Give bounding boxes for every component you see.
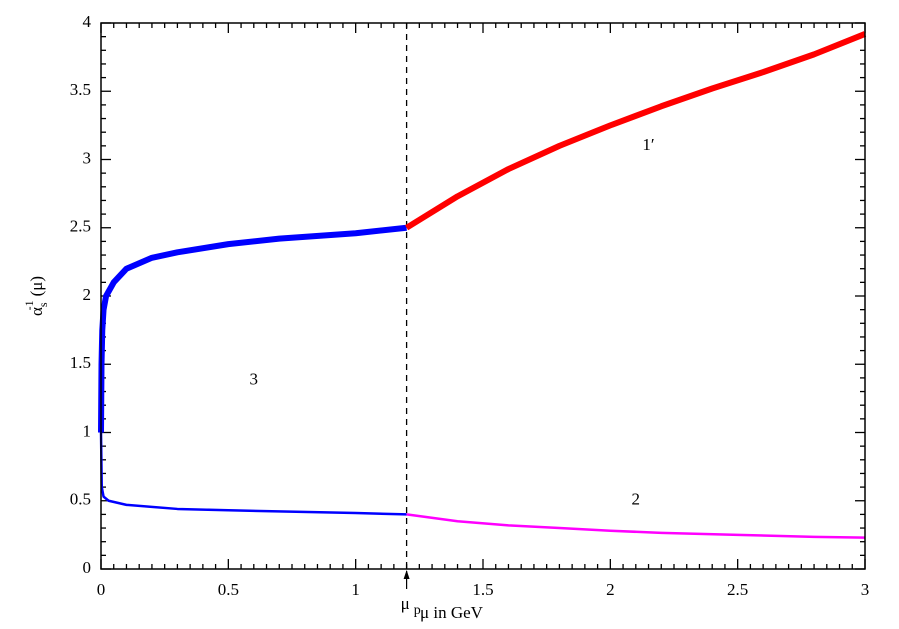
plot-frame: [100, 22, 866, 570]
x-tick-label: 3: [861, 580, 870, 599]
series-line: [99, 432, 407, 516]
x-tick-label: 2.5: [727, 580, 748, 599]
y-tick-label: 2.5: [70, 217, 91, 236]
x-tick-label: 2: [606, 580, 615, 599]
series-line: [98, 224, 407, 433]
x-tick-label: 0.5: [218, 580, 239, 599]
y-tick-label: 4: [83, 12, 92, 31]
y-label-sup: -1: [22, 300, 36, 310]
x-tick-label: 0: [97, 580, 106, 599]
y-tick-label: 3.5: [70, 80, 91, 99]
y-tick-label: 3: [83, 148, 92, 167]
y-label-rest: (μ): [27, 276, 46, 296]
arrow-head: [403, 570, 410, 579]
y-label-sub: s: [36, 302, 50, 307]
x-tick-label: 1: [351, 580, 360, 599]
series-line: [405, 31, 867, 231]
y-tick-label: 0.5: [70, 490, 91, 509]
y-axis-label: αs-1 (μ): [22, 276, 50, 316]
reference-label-base: μ: [401, 594, 410, 613]
x-axis-label: μ in GeV: [420, 603, 484, 622]
reference-label-sub: p: [414, 603, 421, 618]
annotation: 1′: [642, 135, 654, 154]
series-line: [406, 513, 866, 539]
y-tick-label: 2: [83, 285, 92, 304]
y-label-base: α: [27, 307, 46, 316]
x-tick-label: 1.5: [472, 580, 493, 599]
annotation: 3: [250, 370, 259, 389]
annotation: 2: [632, 490, 641, 509]
y-tick-label: 0: [83, 558, 92, 577]
y-tick-label: 1.5: [70, 353, 91, 372]
y-tick-label: 1: [83, 421, 92, 440]
